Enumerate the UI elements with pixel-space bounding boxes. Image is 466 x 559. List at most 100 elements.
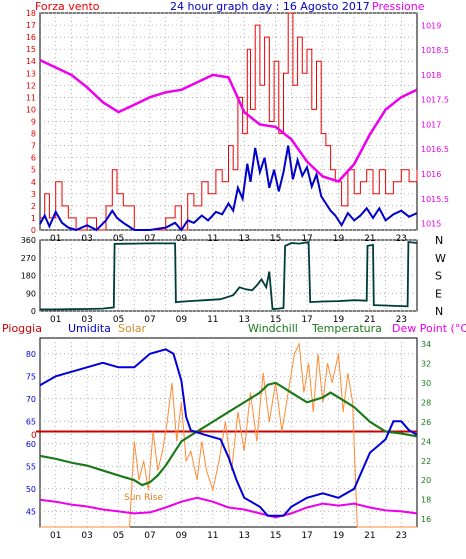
y-tick-label-humidity: 70 bbox=[26, 395, 36, 404]
y-tick-label-wind: 17 bbox=[26, 21, 36, 30]
y-tick-label-humidity: 55 bbox=[26, 462, 36, 471]
x-tick-label: 15 bbox=[270, 315, 281, 325]
y-tick-label-humidity: 80 bbox=[26, 350, 36, 359]
y-tick-label-pressure: 1015.5 bbox=[421, 195, 449, 204]
x-tick-label: 11 bbox=[207, 531, 218, 541]
y-tick-label-pressure: 1017 bbox=[421, 120, 441, 129]
y-tick-label-humidity: 65 bbox=[26, 417, 36, 426]
y-tick-label-direction: 270 bbox=[21, 254, 36, 263]
y-tick-label-wind: 12 bbox=[26, 81, 36, 90]
x-tick-label: 07 bbox=[144, 315, 155, 325]
series-layer bbox=[36, 12, 418, 528]
x-tick-label: 19 bbox=[333, 234, 345, 244]
x-tick-label: 17 bbox=[301, 531, 312, 541]
y-tick-label-temperature: 28 bbox=[421, 398, 431, 407]
x-tick-label: 01 bbox=[50, 531, 61, 541]
y-tick-label-wind: 14 bbox=[26, 57, 36, 66]
y-tick-label-humidity: 75 bbox=[26, 372, 36, 381]
y-tick-label-pressure: 1017.5 bbox=[421, 96, 449, 105]
compass-label: W bbox=[435, 252, 446, 265]
wind-gust-line bbox=[39, 145, 418, 232]
y-tick-label-temperature: 26 bbox=[421, 418, 431, 427]
compass-label: S bbox=[435, 270, 442, 283]
y-tick-label-wind: 4 bbox=[31, 178, 36, 187]
x-tick-label: 09 bbox=[176, 234, 188, 244]
y-tick-label-pressure: 1015 bbox=[421, 220, 441, 229]
y-tick-label-temperature: 16 bbox=[421, 515, 431, 524]
compass-label: N bbox=[435, 234, 443, 247]
y-tick-label-wind: 7 bbox=[31, 142, 36, 151]
y-tick-label-wind: 0 bbox=[31, 226, 36, 235]
legend-solar: Solar bbox=[118, 322, 147, 335]
x-tick-label: 09 bbox=[176, 315, 188, 325]
y-tick-label-pressure: 1016 bbox=[421, 170, 441, 179]
x-tick-label: 15 bbox=[270, 531, 281, 541]
y-tick-label-temperature: 24 bbox=[421, 437, 431, 446]
x-tick-label: 13 bbox=[238, 315, 249, 325]
y-tick-label-pressure: 1019 bbox=[421, 21, 441, 30]
x-tick-label: 23 bbox=[396, 531, 407, 541]
y-tick-label-wind: 10 bbox=[26, 105, 36, 114]
y-tick-label-temperature: 18 bbox=[421, 496, 431, 505]
sunrise-annotation: Sun Rise bbox=[124, 493, 163, 503]
x-tick-label: 11 bbox=[207, 234, 218, 244]
compass-label: E bbox=[435, 287, 442, 300]
header-title: 24 hour graph day : 16 Agosto 2017 bbox=[170, 0, 370, 13]
y-tick-label-temperature: 34 bbox=[421, 340, 431, 349]
pressure-line bbox=[39, 58, 418, 183]
wind-speed-line bbox=[40, 12, 418, 231]
legend-windchill: Windchill bbox=[248, 322, 298, 335]
y-tick-label-pressure: 1016.5 bbox=[421, 145, 449, 154]
x-tick-label: 21 bbox=[364, 234, 375, 244]
y-tick-label-humidity: 45 bbox=[26, 507, 36, 516]
y-tick-label-direction: 0 bbox=[31, 307, 36, 316]
x-tick-label: 21 bbox=[364, 315, 375, 325]
legend-humidity: Umidita bbox=[68, 322, 111, 335]
y-tick-label-pressure: 1018 bbox=[421, 71, 441, 80]
y-tick-label-wind: 1 bbox=[31, 214, 36, 223]
x-tick-label: 19 bbox=[333, 315, 345, 325]
y-tick-label-humidity: 50 bbox=[26, 485, 36, 494]
header-left-label: Forza vento bbox=[35, 0, 100, 13]
x-tick-label: 23 bbox=[396, 234, 407, 244]
rain-zero-label: 0 bbox=[31, 431, 37, 441]
temperature-line bbox=[39, 381, 418, 487]
y-tick-label-pressure: 1018.5 bbox=[421, 46, 449, 55]
x-tick-label: 17 bbox=[301, 234, 312, 244]
legend-rain: Pioggia bbox=[2, 322, 42, 335]
x-tick-label: 13 bbox=[238, 531, 249, 541]
x-tick-label: 01 bbox=[50, 234, 61, 244]
y-tick-label-temperature: 20 bbox=[421, 476, 431, 485]
y-tick-label-temperature: 32 bbox=[421, 359, 431, 368]
y-tick-label-wind: 11 bbox=[26, 93, 36, 102]
y-tick-label-temperature: 22 bbox=[421, 457, 431, 466]
y-tick-label-wind: 6 bbox=[31, 154, 36, 163]
x-tick-label: 05 bbox=[113, 531, 124, 541]
y-tick-label-direction: 180 bbox=[21, 272, 36, 281]
legend-temperature: Temperatura bbox=[311, 322, 382, 335]
solar-line bbox=[40, 341, 417, 528]
wind-direction-line bbox=[40, 240, 418, 311]
y-tick-label-temperature: 30 bbox=[421, 379, 431, 388]
x-tick-label: 07 bbox=[144, 234, 155, 244]
x-tick-label: 01 bbox=[50, 315, 61, 325]
dewpoint-line bbox=[39, 496, 418, 519]
x-tick-label: 09 bbox=[176, 531, 188, 541]
x-tick-label: 03 bbox=[81, 234, 92, 244]
y-tick-label-wind: 3 bbox=[31, 190, 36, 199]
y-tick-label-wind: 8 bbox=[31, 130, 36, 139]
y-tick-label-wind: 15 bbox=[26, 45, 36, 54]
y-tick-label-wind: 13 bbox=[26, 69, 36, 78]
y-tick-label-wind: 5 bbox=[31, 166, 36, 175]
y-tick-label-wind: 18 bbox=[26, 9, 36, 18]
y-tick-label-humidity: 60 bbox=[26, 440, 36, 449]
legend-dewpoint: Dew Point (°C) bbox=[392, 322, 466, 335]
humidity-line bbox=[39, 348, 418, 517]
x-tick-label: 15 bbox=[270, 234, 281, 244]
x-tick-label: 05 bbox=[113, 234, 124, 244]
x-tick-label: 05 bbox=[113, 315, 124, 325]
y-tick-label-direction: 90 bbox=[26, 289, 36, 298]
